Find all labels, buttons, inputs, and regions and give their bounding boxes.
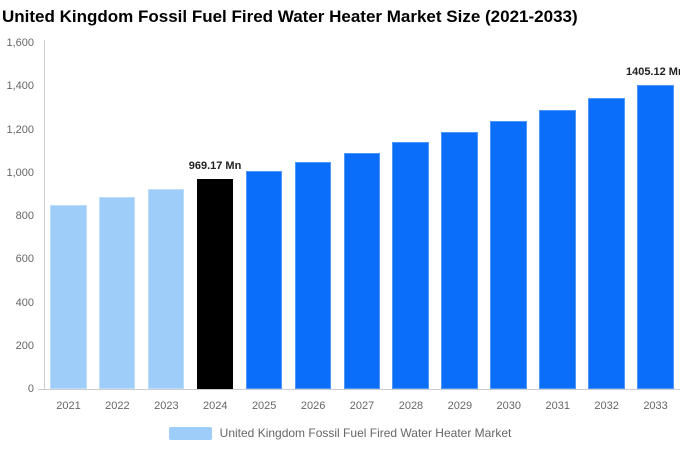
bar-2031[interactable] xyxy=(539,110,576,389)
bar-2032[interactable] xyxy=(588,98,625,389)
bar-2024[interactable] xyxy=(196,179,234,389)
bar-2023[interactable] xyxy=(147,188,185,389)
x-axis-tick-label: 2023 xyxy=(154,400,179,412)
y-axis-tick-label: 800 xyxy=(15,210,34,222)
y-axis-tick-label: 1,600 xyxy=(6,37,34,49)
legend-swatch-icon xyxy=(168,426,212,440)
bar-value-label: 1405.12 Mn xyxy=(625,66,680,79)
x-axis-tick-label: 2031 xyxy=(545,400,570,412)
x-axis-tick-label: 2026 xyxy=(300,400,326,412)
bar-2033[interactable] xyxy=(637,85,674,389)
x-axis-tick-label: 2033 xyxy=(643,400,668,412)
y-axis-tick-label: 400 xyxy=(15,296,34,309)
bar-2027[interactable] xyxy=(343,152,381,389)
bar-2025[interactable] xyxy=(245,171,283,389)
bar-2029[interactable] xyxy=(441,131,478,389)
x-axis-tick-label: 2029 xyxy=(447,400,473,412)
x-axis-tick-label: 2024 xyxy=(203,400,228,412)
y-axis-tick-label: 1,000 xyxy=(6,166,34,179)
bar-2022[interactable] xyxy=(98,196,136,389)
x-axis-tick-label: 2032 xyxy=(594,400,619,412)
bar-2028[interactable] xyxy=(392,142,429,389)
x-axis-line xyxy=(38,389,680,390)
bar-2021[interactable] xyxy=(50,205,87,389)
y-axis-tick-label: 0 xyxy=(27,383,34,395)
y-axis-line xyxy=(44,40,45,389)
y-axis-tick-label: 200 xyxy=(15,339,34,352)
x-axis-tick-label: 2028 xyxy=(398,400,424,412)
x-axis-tick-label: 2022 xyxy=(105,400,130,412)
bar-value-label: 969.17 Mn xyxy=(188,160,242,173)
bar-2026[interactable] xyxy=(294,161,332,389)
y-axis-tick-label: 1,200 xyxy=(6,123,34,136)
y-axis-tick-label: 1,400 xyxy=(6,80,34,93)
x-axis-tick-label: 2027 xyxy=(349,400,375,412)
chart-title: United Kingdom Fossil Fuel Fired Water H… xyxy=(2,7,578,26)
legend[interactable]: United Kingdom Fossil Fuel Fired Water H… xyxy=(0,426,680,440)
legend-label: United Kingdom Fossil Fuel Fired Water H… xyxy=(219,426,512,440)
x-axis-tick-label: 2030 xyxy=(496,400,522,412)
bar-2030[interactable] xyxy=(490,120,527,389)
y-axis-tick-label: 600 xyxy=(15,253,34,266)
x-axis-tick-label: 2021 xyxy=(56,400,81,412)
x-axis-tick-label: 2025 xyxy=(251,400,277,412)
